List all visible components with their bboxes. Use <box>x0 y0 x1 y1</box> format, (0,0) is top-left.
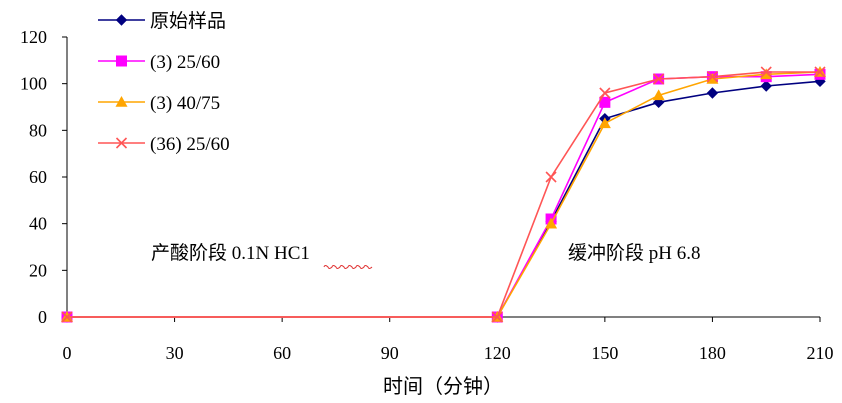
legend-item: (3) 40/75 <box>98 93 220 114</box>
data-point-stroke <box>653 73 665 85</box>
series-line <box>67 71 820 318</box>
y-tick-label: 120 <box>20 27 47 47</box>
data-point <box>598 117 611 129</box>
data-point <box>652 89 665 101</box>
y-tick-label: 100 <box>20 74 47 94</box>
annotation-acid: 产酸阶段 0.1N HC1 <box>151 242 310 264</box>
y-tick-label: 80 <box>29 120 47 140</box>
data-point <box>814 66 826 78</box>
x-tick-label: 0 <box>63 343 72 363</box>
data-point <box>116 55 127 67</box>
x-tick-label: 210 <box>807 343 834 363</box>
y-tick-label: 0 <box>38 307 47 327</box>
legend-item: (36) 25/60 <box>98 134 230 155</box>
data-point-stroke <box>599 87 611 99</box>
series-line <box>67 80 821 318</box>
data-point <box>599 96 611 108</box>
x-tick-label: 120 <box>484 343 511 363</box>
data-point <box>760 68 773 80</box>
data-point <box>760 80 772 92</box>
legend-label: (36) 25/60 <box>150 134 230 155</box>
annotation-buffer: 缓冲阶段 pH 6.8 <box>568 242 700 264</box>
y-tick-label: 40 <box>29 214 47 234</box>
x-tick-label: 90 <box>381 343 399 363</box>
data-point <box>115 137 128 149</box>
data-point-stroke <box>545 171 557 183</box>
data-point <box>706 71 718 83</box>
data-point <box>115 14 128 26</box>
data-point <box>491 311 503 323</box>
x-tick-label: 180 <box>699 343 726 363</box>
data-point <box>760 66 772 78</box>
data-point-stroke <box>706 71 718 83</box>
legend-item: (3) 25/60 <box>98 52 220 73</box>
axes: 0 20 40 60 80 100 120 0 30 60 90 120 150 180 210 时间（分钟） <box>20 27 834 398</box>
series-line <box>67 71 821 318</box>
legend-label: (3) 40/75 <box>150 93 220 114</box>
y-tick-label: 20 <box>29 260 47 280</box>
annotations: 产酸阶段 0.1N HC1 缓冲阶段 pH 6.8 <box>151 242 700 269</box>
spellcheck-underline <box>323 265 373 269</box>
data-point-stroke <box>760 66 772 78</box>
x-axis-label: 时间（分钟） <box>383 375 503 398</box>
data-point-stroke <box>814 66 826 78</box>
x-tick-label: 150 <box>591 343 618 363</box>
data-point <box>599 87 611 99</box>
legend: 原始样品 (3) 25/60 (3) 40/75 (36) 25/60 <box>98 10 230 155</box>
legend-label: 原始样品 <box>150 10 226 32</box>
data-point <box>115 96 128 107</box>
data-point <box>545 217 558 229</box>
data-point <box>706 73 719 84</box>
x-tick-label: 60 <box>273 343 291 363</box>
legend-label: (3) 25/60 <box>150 52 220 73</box>
series-layer <box>61 66 826 323</box>
legend-item: 原始样品 <box>98 10 226 32</box>
data-point <box>706 87 719 99</box>
data-point <box>61 311 73 323</box>
data-point-stroke <box>115 137 128 149</box>
data-point-stroke <box>491 311 503 323</box>
data-point-stroke <box>61 311 73 323</box>
y-tick-label: 60 <box>29 167 47 187</box>
data-point <box>545 171 557 183</box>
x-tick-label: 30 <box>166 343 184 363</box>
series-4 <box>61 66 826 323</box>
data-point <box>653 73 665 85</box>
